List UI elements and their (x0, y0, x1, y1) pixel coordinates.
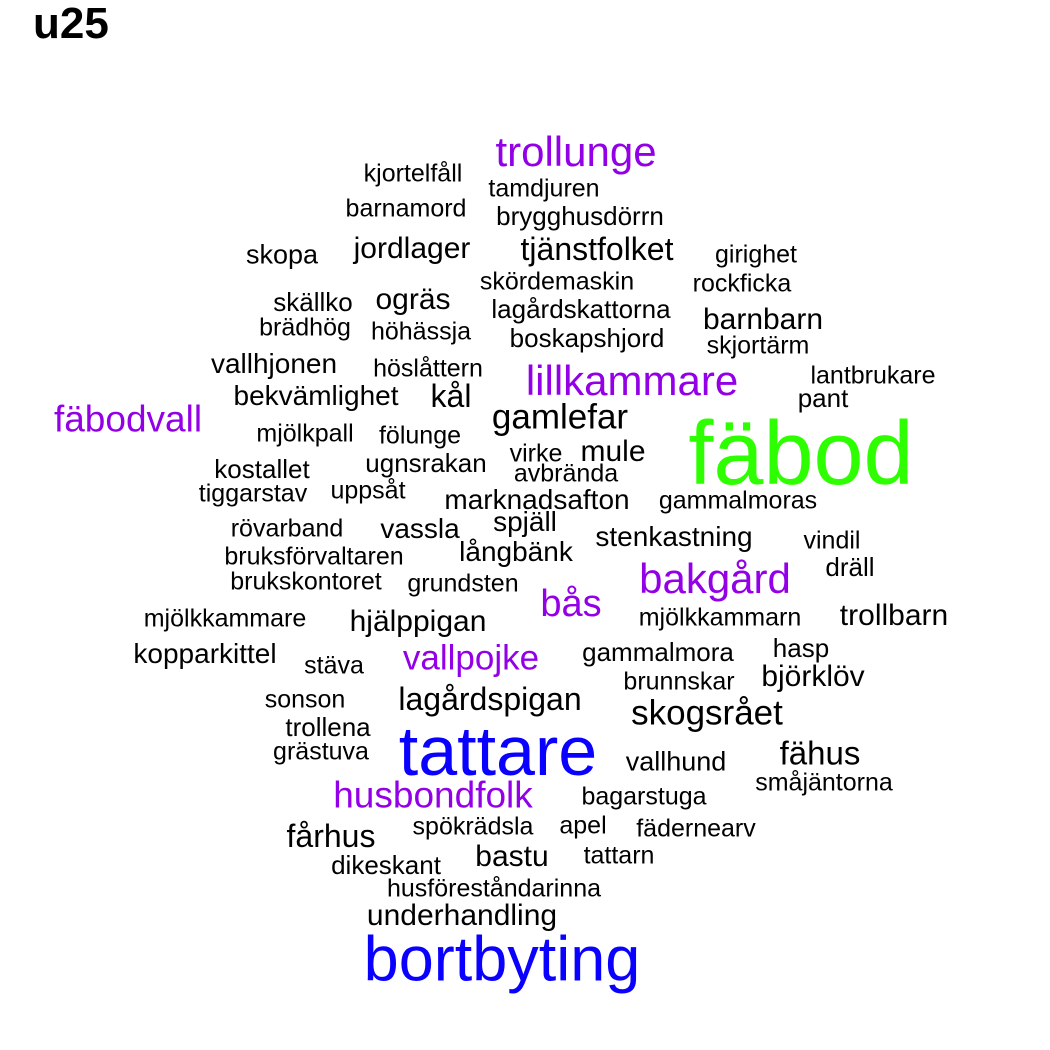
word-62: stäva (304, 651, 364, 680)
word-61: kopparkittel (133, 638, 277, 669)
word-19: skördemaskin (479, 267, 635, 296)
word-67: lagårdspigan (398, 681, 582, 717)
word-56: grundsten (407, 569, 519, 598)
word-31: lantbrukare (810, 361, 936, 390)
word-26: boskapshjord (509, 323, 665, 353)
word-30: höslåttern (373, 354, 483, 383)
word-12: tamdjuren (488, 174, 600, 203)
word-78: apel (559, 811, 607, 840)
word-2: tattare (398, 712, 598, 790)
word-68: brunnskar (623, 667, 735, 696)
word-72: vallhund (625, 746, 727, 777)
word-47: rövarband (230, 514, 344, 543)
word-33: kål (430, 378, 472, 414)
word-66: sonson (264, 685, 346, 714)
word-57: mjölkkammare (143, 604, 307, 633)
word-38: virke (509, 439, 563, 468)
word-55: brukskontoret (230, 567, 382, 596)
word-58: hjälppigan (349, 605, 487, 638)
word-54: dräll (825, 552, 875, 582)
word-7: bakgård (639, 555, 791, 602)
word-42: avbrända (513, 459, 619, 488)
word-21: skällko (273, 287, 353, 317)
word-74: småjäntorna (755, 768, 893, 797)
word-5: lillkammare (525, 357, 739, 404)
word-73: fähus (779, 734, 861, 772)
word-44: uppsåt (330, 476, 406, 505)
word-9: vallpojke (402, 638, 540, 678)
word-13: barnamord (345, 194, 467, 223)
plot-title: u25 (33, 0, 109, 48)
word-16: jordlager (353, 232, 471, 265)
word-10: husbondfolk (333, 774, 533, 816)
word-40: kostallet (214, 454, 310, 484)
word-28: skjortärm (706, 331, 810, 360)
word-84: underhandling (366, 899, 558, 932)
word-60: trollbarn (839, 599, 949, 632)
word-46: gammalmoras (658, 486, 818, 515)
word-37: fölunge (378, 421, 462, 450)
word-52: bruksförvaltaren (224, 542, 404, 571)
word-71: grästuva (273, 737, 369, 766)
word-29: vallhjonen (210, 348, 338, 379)
word-34: pant (797, 383, 849, 413)
word-80: dikeskant (331, 850, 441, 880)
word-76: fårhus (286, 818, 376, 854)
word-51: vindil (803, 526, 861, 555)
word-83: husföreståndarinna (386, 874, 602, 903)
word-49: spjäll (493, 506, 557, 537)
word-79: fädernearv (636, 814, 756, 843)
word-65: björklöv (761, 660, 865, 693)
word-22: ogräs (375, 283, 451, 316)
word-43: tiggarstav (198, 479, 308, 508)
word-23: lagårdskattorna (491, 294, 671, 324)
word-39: mule (580, 435, 646, 468)
word-24: brädhög (259, 313, 351, 342)
word-81: bastu (475, 840, 549, 873)
word-6: fäbodvall (53, 398, 203, 440)
word-20: rockficka (692, 269, 792, 298)
word-8: bås (540, 583, 602, 625)
word-53: långbänk (459, 536, 573, 567)
word-45: marknadsafton (444, 484, 630, 515)
word-69: skogsrået (631, 693, 783, 733)
word-27: barnbarn (702, 303, 824, 336)
word-50: stenkastning (595, 521, 753, 552)
word-11: kjortelfåll (363, 159, 463, 188)
word-75: bagarstuga (581, 782, 707, 811)
word-4: trollunge (495, 128, 657, 175)
word-17: tjänstfolket (520, 231, 674, 267)
word-3: bortbyting (363, 924, 641, 995)
word-1: fäbod (688, 404, 914, 504)
word-36: mjölkpall (256, 419, 354, 448)
word-48: vassla (380, 513, 460, 544)
word-35: gamlefar (491, 397, 629, 437)
word-59: mjölkkammarn (638, 603, 802, 632)
word-64: hasp (772, 633, 830, 663)
word-14: brygghusdörrn (496, 201, 664, 231)
word-32: bekvämlighet (233, 380, 399, 411)
word-77: spökrädsla (412, 812, 534, 841)
word-70: trollena (285, 712, 371, 742)
word-63: gammalmora (582, 637, 734, 667)
word-41: ugnsrakan (365, 448, 487, 478)
word-25: höhässja (370, 317, 472, 346)
word-18: girighet (715, 240, 797, 269)
word-15: skopa (245, 239, 319, 270)
word-82: tattarn (583, 841, 655, 870)
